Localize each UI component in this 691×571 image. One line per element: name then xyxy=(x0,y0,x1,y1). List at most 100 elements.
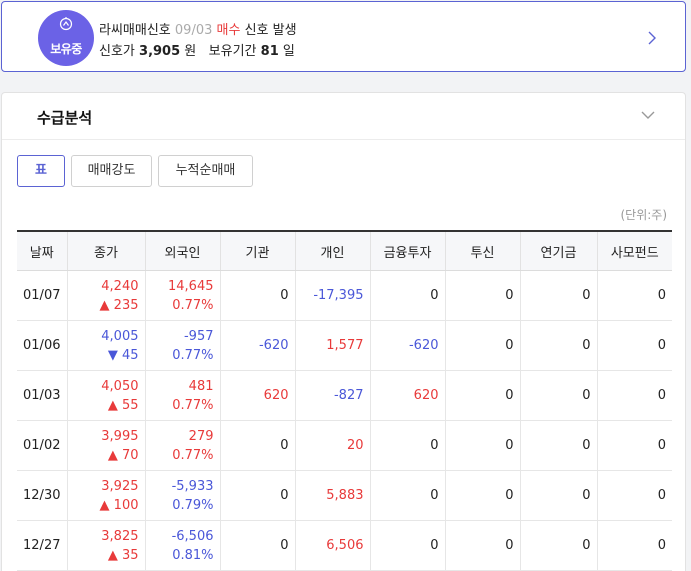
signal-type: 매수 xyxy=(216,23,241,38)
change-amount: 70 xyxy=(121,447,139,463)
chevron-right-icon[interactable] xyxy=(645,29,659,47)
tab-table[interactable]: 표 xyxy=(17,155,65,187)
supply-demand-panel: 수급분석 표 매매강도 누적순매매 (단위:주) 날짜 종가 외국인 기관 개인… xyxy=(1,92,686,571)
table-row: 01/02 3,995 ▲ 70 279 0.77% 0 20 0 0 0 0 xyxy=(17,420,672,471)
indicator-name: 라씨매매신호 xyxy=(99,23,171,38)
triangle-up-icon: ▲ xyxy=(99,297,110,313)
header-institution: 기관 xyxy=(219,230,295,271)
close-price: 4,050 xyxy=(101,378,139,394)
cell-foreign: -957 0.77% xyxy=(144,320,220,371)
holding-unit: 일 xyxy=(282,44,295,59)
cell-date: 01/07 xyxy=(17,270,67,321)
cell-foreign: 481 0.77% xyxy=(144,370,220,421)
cell-pension-fund: 0 xyxy=(519,420,597,471)
cell-individual: 1,577 xyxy=(294,320,370,371)
foreign-ratio: 0.81% xyxy=(172,547,214,563)
cell-individual: -17,395 xyxy=(294,270,370,321)
close-price: 3,925 xyxy=(101,478,139,494)
header-close: 종가 xyxy=(66,230,145,271)
cell-individual: -827 xyxy=(294,370,370,421)
cell-financial-investment: 0 xyxy=(369,270,445,321)
cell-investment-trust: 0 xyxy=(444,520,520,571)
change-value: ▲ 35 xyxy=(68,546,139,565)
cell-individual: 20 xyxy=(294,420,370,471)
cell-financial-investment: -620 xyxy=(369,320,445,371)
price-label: 신호가 xyxy=(99,44,135,59)
holding-value: 81 xyxy=(260,44,279,59)
signal-banner[interactable]: 보유중 라씨매매신호 09/03 매수 신호 발생 신호가 3,905 원 보유… xyxy=(1,1,686,72)
table-header-row: 날짜 종가 외국인 기관 개인 금융투자 투신 연기금 사모펀드 xyxy=(17,230,672,271)
header-date: 날짜 xyxy=(17,230,67,271)
divider xyxy=(2,139,685,140)
change-amount: 235 xyxy=(113,297,139,313)
foreign-ratio: 0.77% xyxy=(172,347,214,363)
date-value: 01/07 xyxy=(23,288,61,303)
cell-date: 01/02 xyxy=(17,420,67,471)
cell-pension-fund: 0 xyxy=(519,370,597,421)
cell-date: 01/03 xyxy=(17,370,67,421)
table-row: 01/07 4,240 ▲ 235 14,645 0.77% 0 -17,395 0 0 0 0 xyxy=(17,270,672,321)
cell-private-equity: 0 xyxy=(596,520,672,571)
header-investment-trust: 투신 xyxy=(444,230,520,271)
change-value: ▲ 100 xyxy=(68,496,139,515)
change-amount: 100 xyxy=(113,497,139,513)
foreign-ratio: 0.77% xyxy=(172,447,214,463)
tab-cumulative-net[interactable]: 누적순매매 xyxy=(158,155,253,187)
cell-date: 12/30 xyxy=(17,470,67,521)
signal-event: 신호 발생 xyxy=(244,23,297,38)
cell-investment-trust: 0 xyxy=(444,270,520,321)
foreign-ratio: 0.79% xyxy=(172,497,214,513)
tab-trading-strength[interactable]: 매매강도 xyxy=(71,155,152,187)
foreign-ratio: 0.77% xyxy=(172,397,214,413)
close-price: 3,825 xyxy=(101,528,139,544)
cell-private-equity: 0 xyxy=(596,270,672,321)
header-financial-investment: 금융투자 xyxy=(369,230,445,271)
change-value: ▲ 70 xyxy=(68,446,139,465)
cell-investment-trust: 0 xyxy=(444,320,520,371)
holding-label: 보유기간 xyxy=(208,44,257,59)
holding-badge: 보유중 xyxy=(38,10,94,66)
cell-investment-trust: 0 xyxy=(444,420,520,471)
close-price: 4,005 xyxy=(101,328,139,344)
date-value: 12/30 xyxy=(23,488,61,503)
foreign-net: -5,933 xyxy=(171,478,214,494)
cell-investment-trust: 0 xyxy=(444,470,520,521)
cell-institution: -620 xyxy=(219,320,295,371)
cell-private-equity: 0 xyxy=(596,320,672,371)
cell-foreign: 14,645 0.77% xyxy=(144,270,220,321)
unit-label: (단위:주) xyxy=(620,208,667,222)
cell-close: 4,050 ▲ 55 xyxy=(66,370,145,421)
cell-foreign: -6,506 0.81% xyxy=(144,520,220,571)
cell-foreign: 279 0.77% xyxy=(144,420,220,471)
date-value: 01/03 xyxy=(23,388,61,403)
date-value: 12/27 xyxy=(23,538,61,553)
cell-pension-fund: 0 xyxy=(519,470,597,521)
triangle-down-icon: ▼ xyxy=(107,347,118,363)
date-value: 01/06 xyxy=(23,338,61,353)
supply-demand-table: 날짜 종가 외국인 기관 개인 금융투자 투신 연기금 사모펀드 01/07 4,… xyxy=(17,230,672,571)
cell-financial-investment: 0 xyxy=(369,420,445,471)
chevron-down-icon[interactable] xyxy=(640,109,656,121)
cell-institution: 0 xyxy=(219,270,295,321)
section-title: 수급분석 xyxy=(37,109,93,127)
cell-institution: 620 xyxy=(219,370,295,421)
change-amount: 35 xyxy=(121,547,139,563)
price-value: 3,905 xyxy=(139,44,181,59)
foreign-net: -6,506 xyxy=(171,528,214,544)
header-individual: 개인 xyxy=(294,230,370,271)
cell-institution: 0 xyxy=(219,520,295,571)
cell-individual: 6,506 xyxy=(294,520,370,571)
table-row: 12/30 3,925 ▲ 100 -5,933 0.79% 0 5,883 0 0 0 0 xyxy=(17,470,672,521)
foreign-net: 14,645 xyxy=(168,278,214,294)
table-row: 01/06 4,005 ▼ 45 -957 0.77% -620 1,577 -620 0 0 0 xyxy=(17,320,672,371)
change-amount: 55 xyxy=(121,397,139,413)
change-value: ▲ 55 xyxy=(68,396,139,415)
change-value: ▼ 45 xyxy=(68,346,139,365)
cell-close: 3,825 ▲ 35 xyxy=(66,520,145,571)
change-value: ▲ 235 xyxy=(68,296,139,315)
cell-investment-trust: 0 xyxy=(444,370,520,421)
cell-pension-fund: 0 xyxy=(519,520,597,571)
person-arrow-icon xyxy=(59,17,73,31)
triangle-up-icon: ▲ xyxy=(107,547,118,563)
price-unit: 원 xyxy=(184,44,197,59)
